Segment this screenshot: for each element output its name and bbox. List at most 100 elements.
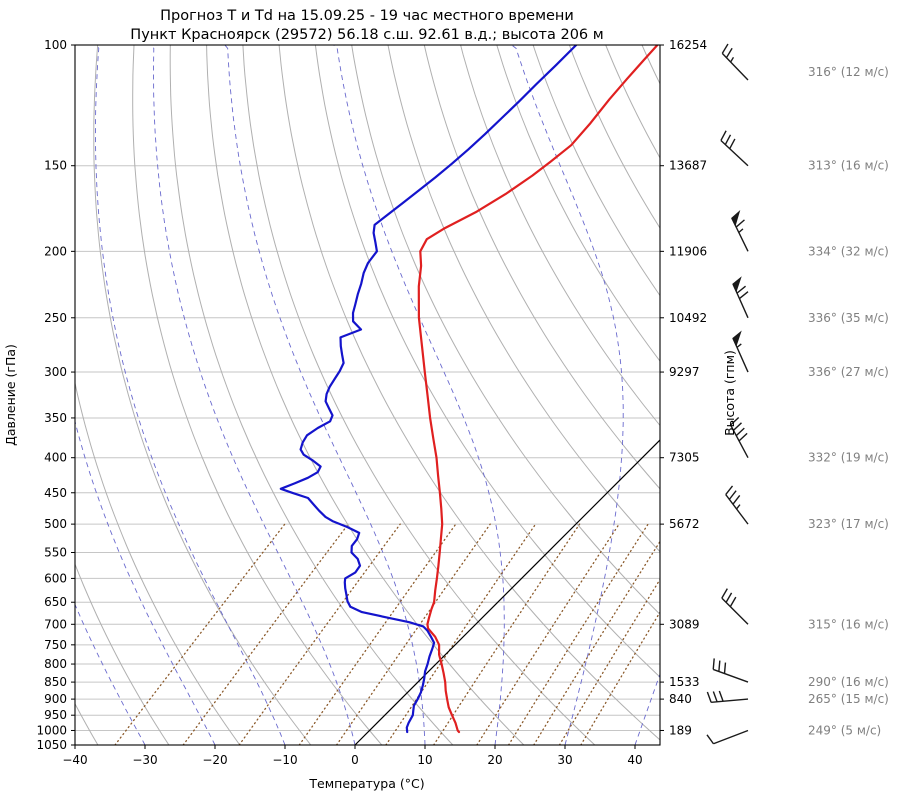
dry-adiabat-line (568, 45, 660, 229)
temperature-tick-label: 20 (487, 753, 502, 767)
moist-adiabat-line (511, 45, 624, 745)
temperature-tick-label: −10 (272, 753, 297, 767)
barb-staff (712, 668, 749, 683)
height-tick-label: 7305 (669, 451, 700, 465)
barb-staff (725, 494, 749, 525)
mixing-ratio-line (182, 523, 349, 745)
dry-adiabat-line (387, 45, 660, 553)
barb-feather (730, 417, 740, 426)
chart-title-line1: Прогноз Т и Td на 15.09.25 - 19 час мест… (160, 8, 574, 24)
barb-feather (725, 485, 734, 496)
barb-feather (718, 690, 724, 702)
temperature-tick-label: −40 (62, 753, 87, 767)
wind-label: 316° (12 м/с) (808, 65, 889, 79)
dry-adiabat-line (351, 45, 660, 616)
pressure-tick-label: 800 (44, 657, 67, 671)
barb-feather (720, 130, 727, 141)
barb-feather (723, 662, 727, 674)
height-tick-label: 5672 (669, 517, 700, 531)
wind-barb (721, 43, 749, 81)
dry-adiabat-line (278, 45, 660, 741)
height-axis-label: Высота (гпм) (722, 350, 737, 436)
wind-label: 313° (16 м/с) (808, 159, 889, 173)
mixing-ratio-line (433, 523, 581, 745)
wind-barb (712, 658, 749, 683)
height-tick-label: 11906 (669, 244, 707, 258)
height-tick-label: 10492 (669, 311, 707, 325)
wind-label: 336° (27 м/с) (808, 365, 889, 379)
wind-barb (732, 276, 749, 319)
temperature-tick-label: 30 (557, 753, 572, 767)
dry-adiabat-line (169, 45, 454, 745)
barb-feather (725, 592, 733, 603)
pressure-tick-label: 650 (44, 595, 67, 609)
barb-half-feather (738, 228, 744, 234)
barb-half-feather (736, 343, 742, 348)
temperature-tick-label: 0 (351, 753, 359, 767)
barb-feather (739, 291, 749, 300)
chart-title-line2: Пункт Красноярск (29572) 56.18 с.ш. 92.6… (130, 27, 603, 43)
barb-pennant (732, 330, 742, 347)
dewpoint-curve (279, 45, 578, 734)
dry-adiabat-line (605, 45, 660, 159)
height-tick-label: 1533 (669, 675, 700, 689)
barb-feather (712, 658, 715, 670)
pressure-tick-label: 100 (44, 38, 67, 52)
mixing-ratio-line (298, 523, 457, 745)
pressure-tick-label: 350 (44, 411, 67, 425)
barb-staff (721, 52, 749, 81)
wind-barb (725, 485, 749, 525)
moist-adiabat-line (224, 45, 426, 745)
dry-adiabat-line (132, 45, 383, 745)
temperature-curve (417, 45, 659, 734)
plot-frame (74, 44, 661, 746)
wind-barbs-layer: 316° (12 м/с) 313° (16 м/с) 334° (32 м/с) 3… (706, 43, 889, 745)
mixing-ratio-line (533, 540, 660, 745)
dry-adiabat-line (678, 45, 900, 745)
temperature-tick-label: −30 (132, 753, 157, 767)
pressure-tick-label: 850 (44, 675, 67, 689)
dry-adiabat-line (460, 45, 660, 427)
height-tick-label: 3089 (669, 617, 700, 631)
barb-staff (720, 139, 749, 167)
barb-feather (712, 691, 718, 703)
barb-feather (732, 422, 742, 431)
pressure-axis-label: Давление (гПа) (3, 344, 18, 446)
wind-label: 265° (15 м/с) (808, 692, 889, 706)
dry-adiabat-line (206, 45, 525, 745)
barb-staff (713, 729, 749, 745)
barb-staff (721, 597, 749, 625)
pressure-tick-label: 700 (44, 617, 67, 631)
barb-feather (735, 427, 745, 437)
dry-adiabat-line (75, 380, 241, 745)
barb-half-feather (730, 56, 735, 63)
temperature-tick-label: 40 (627, 753, 642, 767)
dry-adiabat-line (314, 45, 660, 678)
pressure-tick-label: 450 (44, 486, 67, 500)
barb-feather (706, 691, 712, 703)
barb-feather (732, 495, 741, 505)
moist-adiabat-line (75, 419, 216, 745)
pressure-tick-label: 900 (44, 692, 67, 706)
barb-feather (724, 134, 732, 145)
barb-feather (721, 43, 729, 54)
barb-feather (718, 660, 721, 672)
dry-adiabat-line (423, 45, 660, 490)
wind-label: 315° (16 м/с) (808, 617, 889, 631)
pressure-tick-label: 750 (44, 638, 67, 652)
barb-feather (725, 47, 733, 59)
mixing-ratio-line (335, 523, 491, 745)
barb-pennant (732, 276, 742, 293)
wind-barb (706, 690, 749, 704)
barb-feather (728, 490, 737, 500)
barb-feather (736, 285, 747, 294)
wind-barb (731, 210, 749, 252)
zero-isotherm-line (354, 439, 660, 745)
mixing-ratio-line (385, 523, 537, 745)
mixing-ratio-line (114, 523, 286, 745)
wind-barb (730, 417, 749, 459)
dry-adiabat-line (75, 562, 170, 745)
dry-adiabat-line (496, 45, 660, 362)
